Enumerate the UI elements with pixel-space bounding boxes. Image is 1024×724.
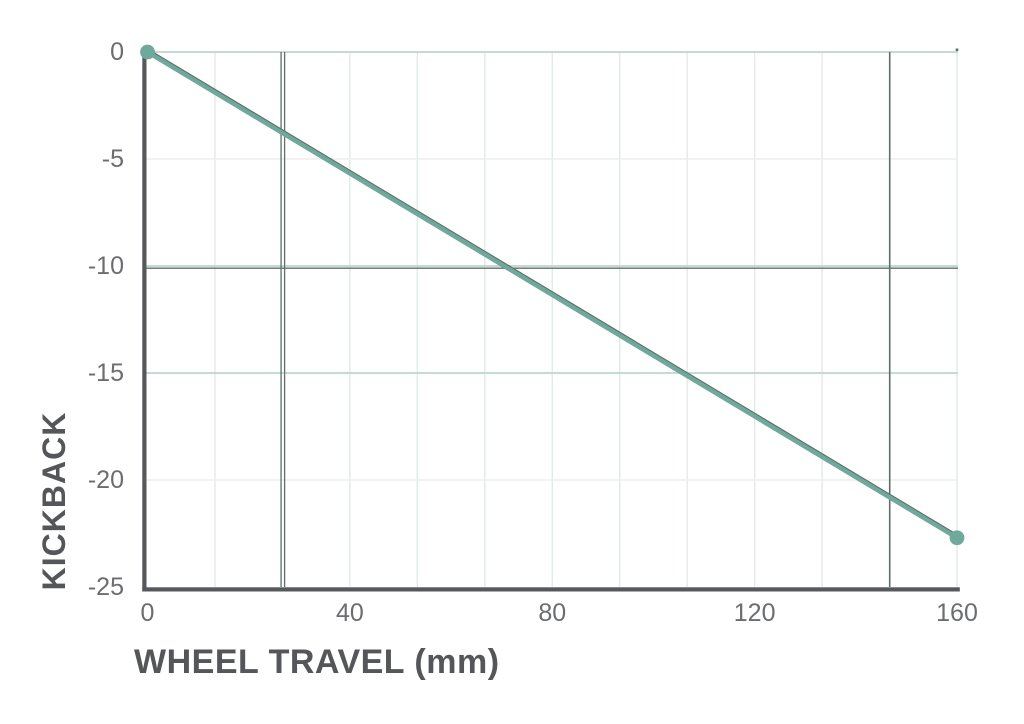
x-tick-label: 0 [140,599,155,627]
x-tick-label: 40 [335,599,364,627]
y-tick-label: -20 [87,466,124,494]
y-tick-label: -25 [87,573,124,601]
y-tick-label: -15 [87,359,124,387]
x-axis-title: WHEEL TRAVEL (mm) [134,643,500,681]
y-tick-label: -5 [101,145,124,173]
y-tick-label: 0 [110,38,124,66]
data-line [145,49,960,540]
x-tick-label: 120 [733,599,776,627]
corner-tick [955,48,959,52]
x-axis-line [142,587,960,592]
x-tick-label: 80 [538,599,567,627]
y-axis-line [142,51,147,592]
y-tick-label: -10 [87,252,124,280]
data-point-start [140,44,155,60]
x-tick-label: 160 [936,599,978,627]
data-point-end [949,530,965,546]
y-axis-title: KICKBACK [36,411,72,591]
